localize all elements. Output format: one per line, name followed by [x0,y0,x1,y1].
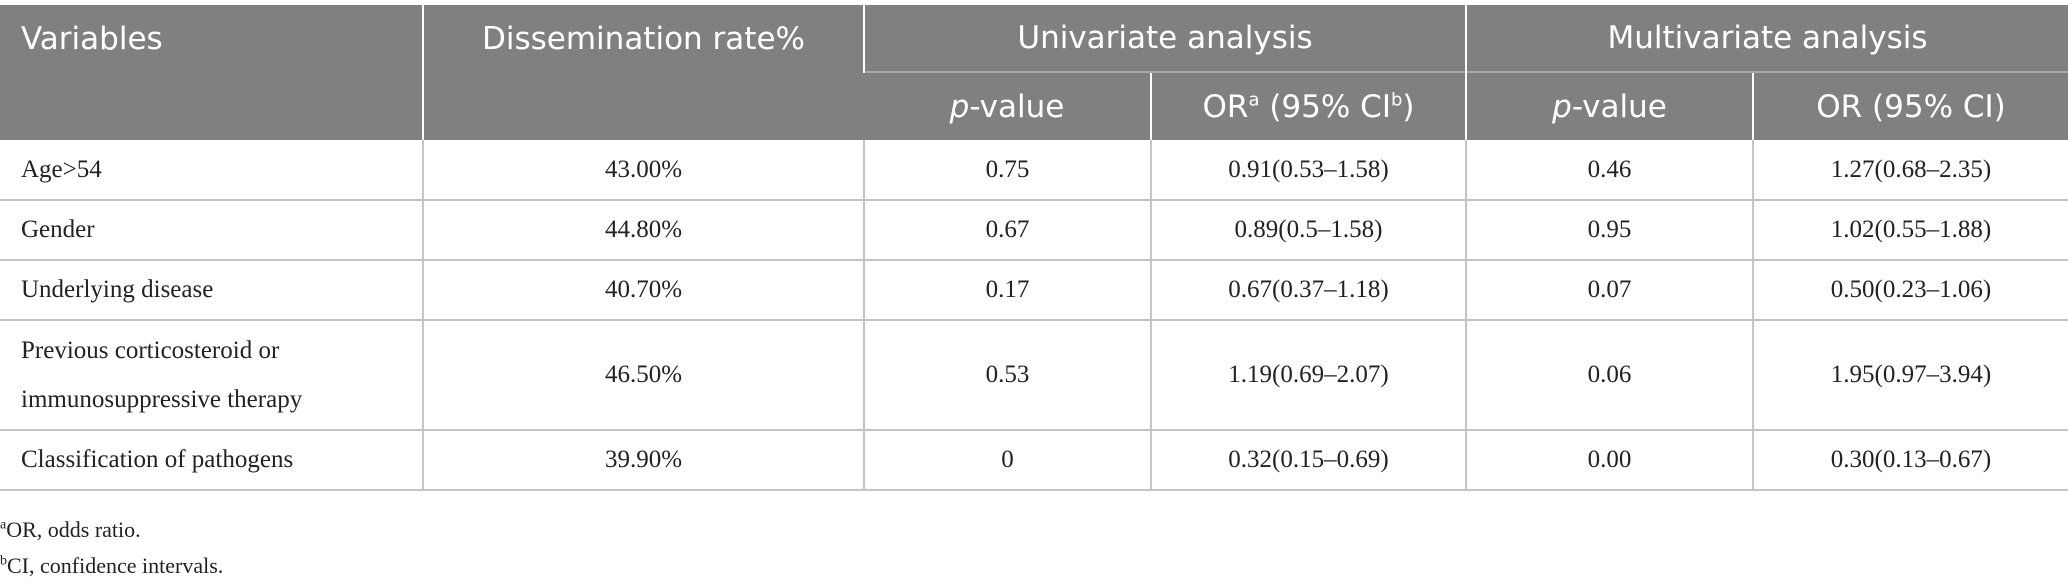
cell-uni-p: 0 [863,430,1151,491]
header-univariate: Univariate analysis [863,5,1466,72]
ci-label: (95% CI [1259,88,1391,125]
p-italic: p [949,88,970,125]
table-row: Previous corticosteroid or immunosuppres… [0,320,2068,431]
header-variables: Variables [0,5,423,140]
cell-variable: Gender [0,200,423,261]
cell-rate: 43.00% [422,140,864,201]
cell-variable-line: immunosuppressive therapy [21,386,303,413]
cell-multi-or: 1.27(0.68–2.35) [1751,140,2068,201]
table-row: Classification of pathogens 39.90% 0 0.3… [0,430,2068,491]
cell-variable: Classification of pathogens [0,430,423,491]
cell-multi-or: 1.02(0.55–1.88) [1751,200,2068,261]
header-uni-p-value: p-value [864,71,1151,140]
cell-multi-p: 0.95 [1465,200,1753,261]
p-value-suffix: -value [1571,88,1667,125]
cell-uni-or: 0.67(0.37–1.18) [1150,260,1466,321]
cell-rate: 44.80% [422,200,864,261]
cell-uni-or: 1.19(0.69–2.07) [1150,320,1466,431]
cell-variable-line: Previous corticosteroid or [21,337,280,364]
cell-variable: Previous corticosteroid or immunosuppres… [0,320,423,431]
footnote-b-text: CI, confidence intervals. [7,553,224,578]
cell-uni-or: 0.89(0.5–1.58) [1150,200,1466,261]
table-container: Variables Dissemination rate% Univariate… [0,5,2068,491]
cell-multi-p: 0.00 [1465,430,1753,491]
header-multi-or: OR (95% CI) [1751,71,2068,140]
close-paren: ) [1402,88,1415,125]
cell-variable: Age>54 [0,140,423,201]
footnote-a-mark: a [0,517,7,533]
header-dissemination-rate: Dissemination rate% [422,5,864,140]
table-row: Underlying disease 40.70% 0.17 0.67(0.37… [0,260,2068,321]
cell-uni-p: 0.67 [863,200,1151,261]
table-row: Gender 44.80% 0.67 0.89(0.5–1.58) 0.95 1… [0,200,2068,261]
or-label: OR [1202,88,1249,125]
table-header: Variables Dissemination rate% Univariate… [0,5,2068,140]
cell-multi-p: 0.07 [1465,260,1753,321]
p-italic: p [1552,88,1572,125]
table-body: Age>54 43.00% 0.75 0.91(0.53–1.58) 0.46 … [0,140,2068,491]
cell-multi-p: 0.06 [1465,320,1753,431]
cell-rate: 39.90% [422,430,864,491]
p-value-suffix: -value [969,88,1065,125]
results-table: Variables Dissemination rate% Univariate… [0,5,2068,491]
footnote-a-text: OR, odds ratio. [6,517,141,542]
cell-multi-or: 0.50(0.23–1.06) [1751,260,2068,321]
table-row: Age>54 43.00% 0.75 0.91(0.53–1.58) 0.46 … [0,140,2068,201]
cell-rate: 46.50% [422,320,864,431]
cell-uni-p: 0.17 [863,260,1151,321]
cell-uni-or: 0.91(0.53–1.58) [1150,140,1466,201]
cell-variable: Underlying disease [0,260,423,321]
header-uni-or: ORa (95% CIb) [1150,71,1466,140]
cell-uni-or: 0.32(0.15–0.69) [1150,430,1466,491]
table-footnotes: aOR, odds ratio. bCI, confidence interva… [0,512,223,584]
footnote-mark-b: b [1390,89,1403,111]
cell-multi-p: 0.46 [1465,140,1753,201]
cell-uni-p: 0.53 [863,320,1151,431]
footnote-b-mark: b [0,553,7,569]
footnote-mark-a: a [1248,89,1260,111]
header-multi-p-value: p-value [1465,71,1753,140]
cell-uni-p: 0.75 [863,140,1151,201]
cell-multi-or: 1.95(0.97–3.94) [1751,320,2068,431]
header-multivariate: Multivariate analysis [1464,5,2068,72]
footnote-b: bCI, confidence intervals. [0,548,223,584]
cell-rate: 40.70% [422,260,864,321]
footnote-a: aOR, odds ratio. [0,512,223,548]
cell-multi-or: 0.30(0.13–0.67) [1751,430,2068,491]
